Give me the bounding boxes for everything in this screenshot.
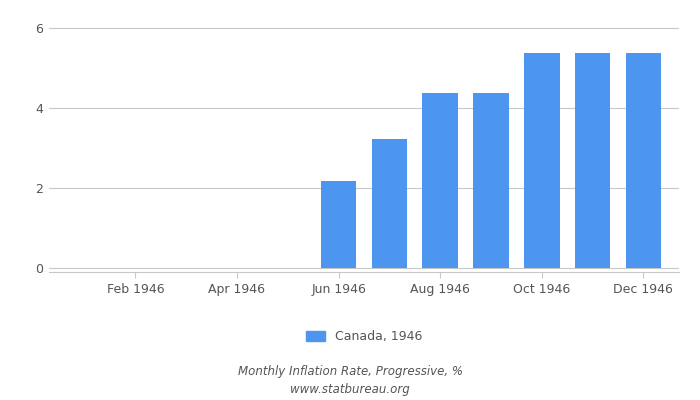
Bar bbox=[372, 139, 407, 268]
Legend: Canada, 1946: Canada, 1946 bbox=[301, 325, 427, 348]
Bar bbox=[575, 53, 610, 268]
Bar bbox=[422, 93, 458, 268]
Text: Monthly Inflation Rate, Progressive, %: Monthly Inflation Rate, Progressive, % bbox=[237, 366, 463, 378]
Bar bbox=[321, 181, 356, 268]
Text: www.statbureau.org: www.statbureau.org bbox=[290, 384, 410, 396]
Bar bbox=[626, 53, 662, 268]
Bar bbox=[473, 93, 509, 268]
Bar bbox=[524, 53, 559, 268]
